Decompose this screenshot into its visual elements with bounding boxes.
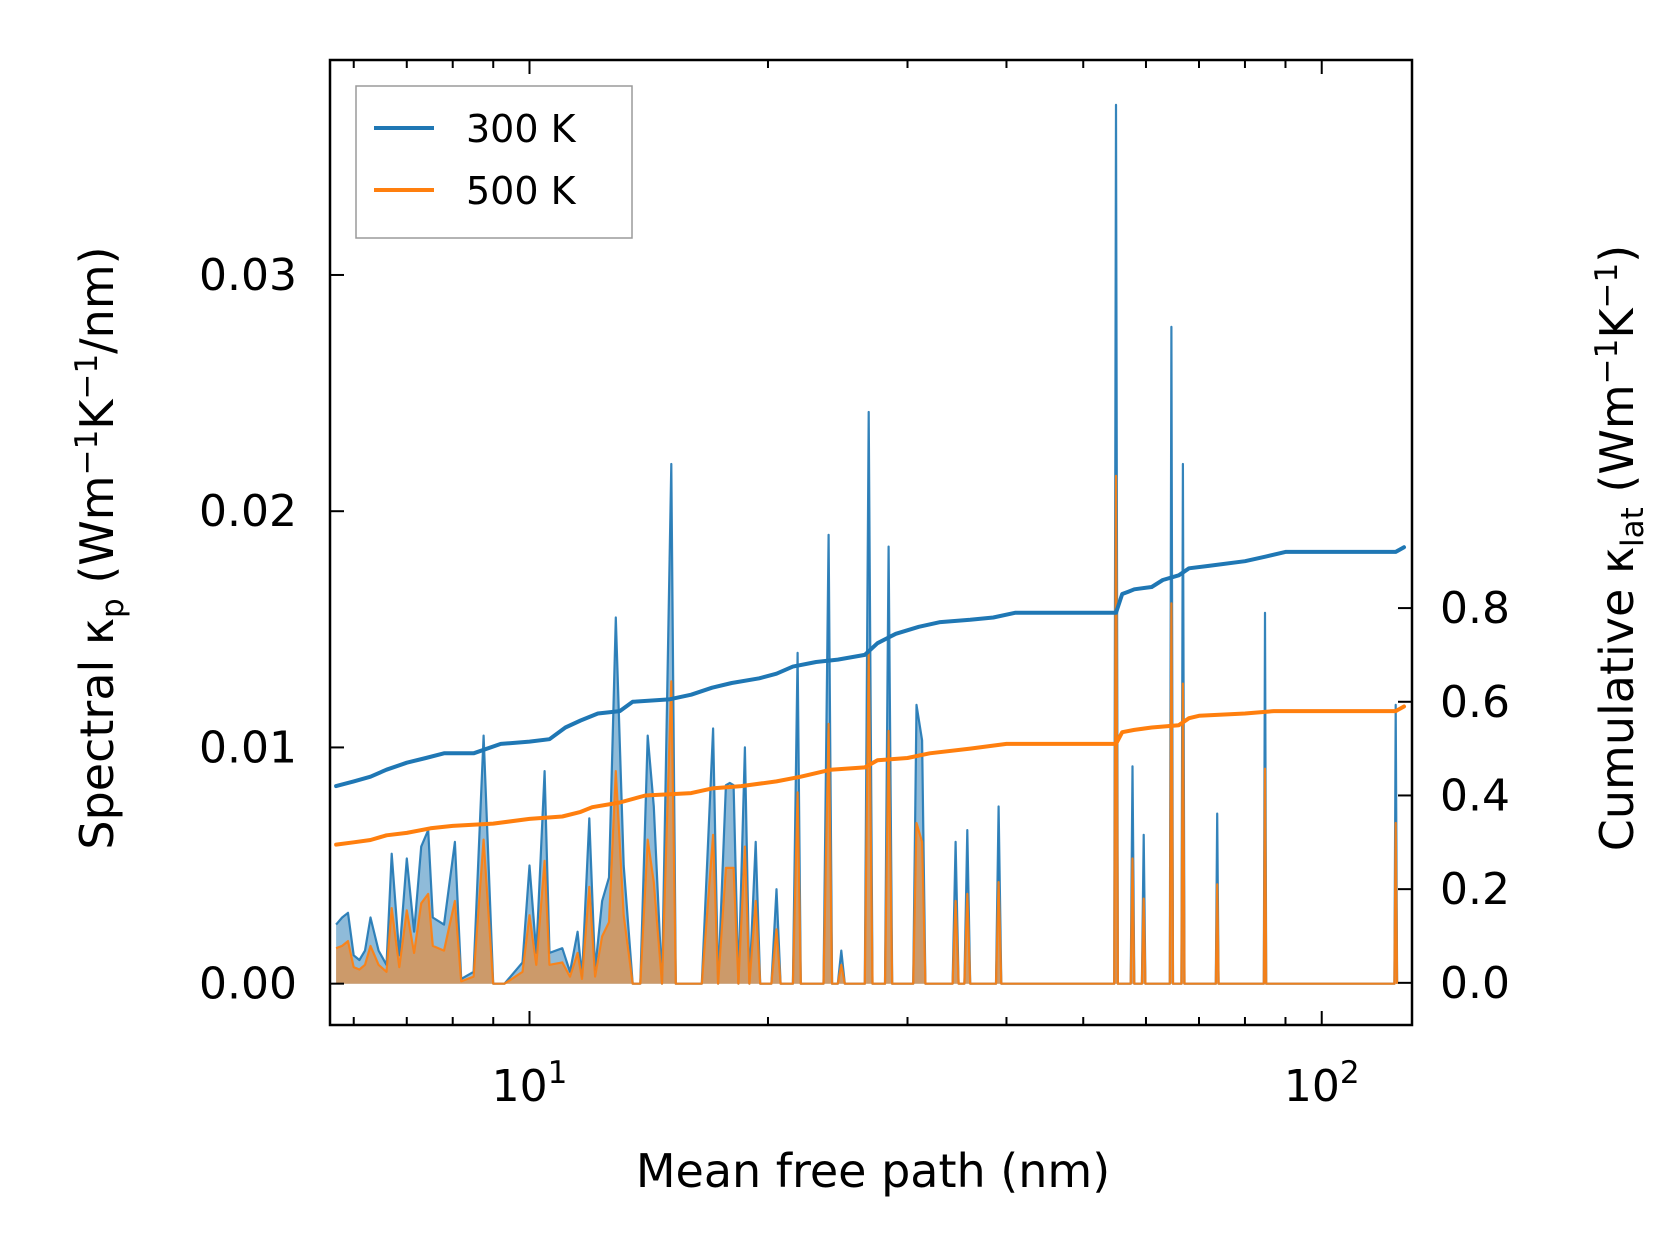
x-axis-title: Mean free path (nm) — [636, 1144, 1110, 1198]
y-right-tick-label: 0.4 — [1440, 770, 1510, 821]
y-right-title-unit-close: ) — [1590, 245, 1644, 263]
y-left-title-exp2: −1 — [69, 354, 105, 400]
y-right-title-exp1: −1 — [1589, 339, 1625, 385]
y-right-tick-label: 0.2 — [1440, 864, 1510, 915]
y-right-axis-title: Cumulative κlat (Wm−1K−1) — [1589, 245, 1651, 851]
x-tick-label-exp: 1 — [548, 1055, 568, 1091]
cumulative-line-500k — [334, 704, 1406, 847]
legend-label-500k: 500 K — [466, 169, 577, 213]
x-tick-label: 101 — [492, 1055, 568, 1112]
y-left-title-main: Spectral κ — [70, 618, 124, 850]
x-tick-label: 102 — [1284, 1055, 1360, 1112]
tick-layer — [330, 60, 1412, 1025]
y-left-tick-label: 0.00 — [199, 959, 297, 1010]
y-right-title-mid: K — [1590, 307, 1644, 339]
y-right-title-exp2: −1 — [1589, 263, 1625, 309]
cumulative-line-layer — [334, 545, 1406, 847]
y-left-axis-title: Spectral κp (Wm−1K−1/nm) — [69, 246, 131, 849]
y-right-tick-label: 0.8 — [1440, 583, 1510, 634]
y-right-title-unit-open: (Wm — [1590, 384, 1644, 507]
y-right-tick-label: 0.0 — [1440, 958, 1510, 1009]
y-right-tick-label: 0.6 — [1440, 677, 1510, 728]
spectral-fill-layer — [335, 103, 1399, 985]
spectral-line-500k — [335, 474, 1399, 985]
x-tick-label-base: 10 — [492, 1061, 548, 1112]
y-right-title-sub: lat — [1615, 507, 1651, 547]
y-left-title-exp1: −1 — [69, 430, 105, 476]
legend-box — [355, 85, 633, 239]
y-left-title-mid: K — [70, 398, 124, 430]
legend: 300 K 500 K — [355, 85, 633, 239]
y-left-title-sub: p — [95, 598, 131, 618]
y-left-tick-label: 0.01 — [199, 722, 297, 773]
y-left-tick-label: 0.02 — [199, 486, 297, 537]
x-tick-label-exp: 2 — [1340, 1055, 1360, 1091]
x-tick-label-base: 10 — [1284, 1061, 1340, 1112]
y-left-tick-label: 0.03 — [199, 250, 297, 301]
legend-label-300k: 300 K — [466, 107, 577, 151]
cumulative-line-300k — [334, 545, 1406, 789]
y-left-title-unit-close: /nm) — [70, 246, 124, 353]
y-right-title-main: Cumulative κ — [1590, 547, 1644, 851]
y-left-title-unit-open: (Wm — [70, 475, 124, 598]
axes-frame — [328, 58, 1414, 1027]
